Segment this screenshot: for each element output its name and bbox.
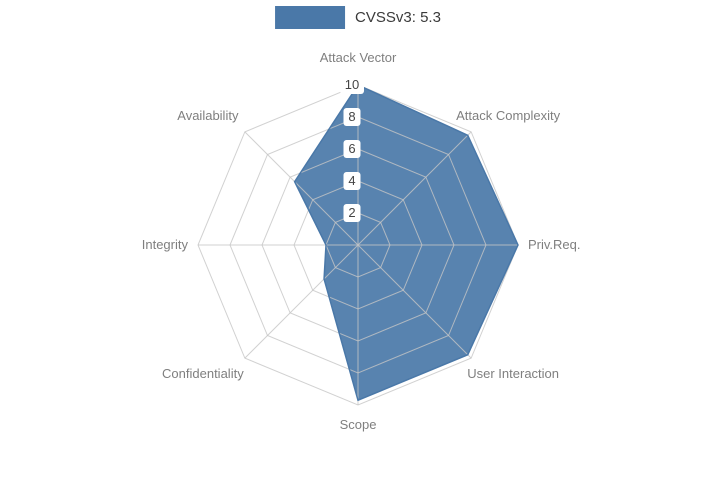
- radial-tick-box: [343, 140, 361, 158]
- axis-label-integrity: Integrity: [142, 237, 189, 252]
- axis-spoke: [357, 131, 472, 246]
- radial-tick-label: 2: [348, 205, 355, 220]
- axis-label-scope: Scope: [340, 417, 377, 432]
- axis-label-confidentiality: Confidentiality: [162, 366, 244, 381]
- radial-tick-label: 8: [348, 109, 355, 124]
- radial-tick-box: [343, 108, 361, 126]
- radar-outline: [293, 84, 519, 402]
- radial-tick-label: 10: [345, 77, 359, 92]
- axis-label-availability: Availability: [177, 108, 239, 123]
- radial-tick-box: [343, 204, 361, 222]
- axis-spoke: [244, 244, 359, 359]
- legend-label: CVSSv3: 5.3: [355, 9, 441, 26]
- legend-swatch-icon: [275, 6, 346, 29]
- axis-label-user-interaction: User Interaction: [467, 366, 559, 381]
- radial-tick-box: [340, 76, 364, 94]
- axis-label-attack-vector: Attack Vector: [320, 50, 397, 65]
- radial-tick-box: [343, 172, 361, 190]
- radar-area: [294, 85, 518, 401]
- legend[interactable]: CVSSv3: 5.3: [275, 6, 441, 29]
- axis-label-attack-complexity: Attack Complexity: [456, 108, 561, 123]
- axis-spoke: [244, 131, 359, 246]
- radial-tick-label: 6: [348, 141, 355, 156]
- axis-spoke: [357, 244, 472, 359]
- radial-tick-label: 4: [348, 173, 355, 188]
- axis-label-priv-req-: Priv.Req.: [528, 237, 581, 252]
